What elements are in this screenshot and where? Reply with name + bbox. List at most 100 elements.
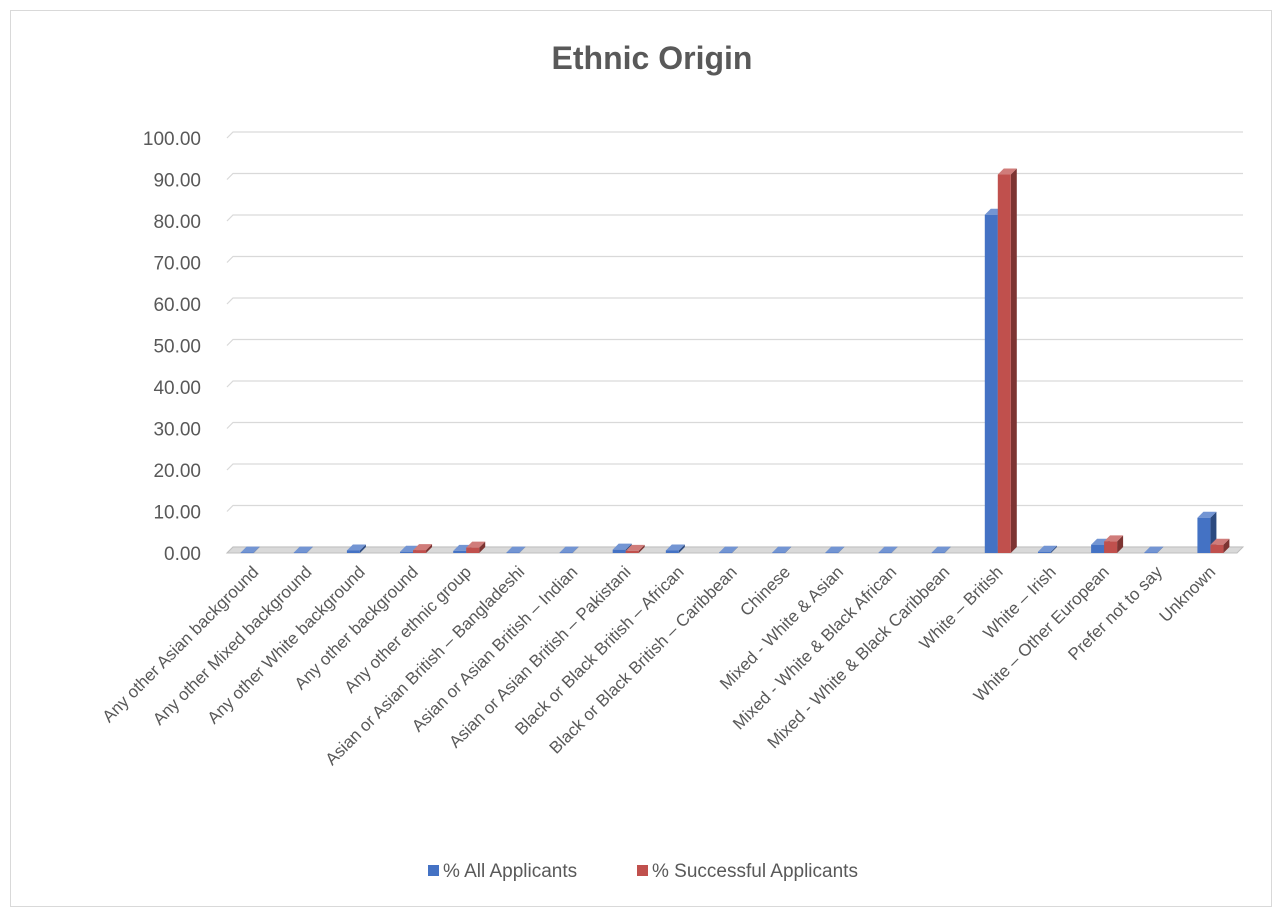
bar-front <box>453 550 467 553</box>
bar-front <box>400 551 414 553</box>
bar-side <box>1050 545 1057 553</box>
gridline <box>226 338 1243 346</box>
gridline <box>226 504 1243 512</box>
bar-side <box>479 541 486 553</box>
gridline <box>226 172 1243 180</box>
bar-all <box>293 546 313 554</box>
bar-top <box>1210 538 1230 545</box>
y-tick-label: 80.00 <box>153 212 201 233</box>
bar-front <box>346 550 360 553</box>
legend: % All Applicants % Successful Applicants <box>428 861 858 882</box>
bar-all <box>1144 546 1164 554</box>
bar-front <box>1144 552 1158 554</box>
y-tick-label: 60.00 <box>153 295 201 316</box>
bar-front <box>1104 541 1118 553</box>
chart-title: Ethnic Origin <box>552 40 753 76</box>
bar-side <box>426 544 433 553</box>
y-tick-label: 30.00 <box>153 420 201 441</box>
bar-top <box>240 546 260 553</box>
chart-svg: Ethnic Origin 0.00 10.00 20.00 30.00 40.00 50… <box>99 40 1245 882</box>
bar-successful <box>466 541 486 553</box>
legend-swatch <box>428 865 439 876</box>
bar-side <box>785 546 792 553</box>
legend-swatch <box>637 865 648 876</box>
gridline <box>226 255 1243 263</box>
bar-front <box>466 547 480 553</box>
bar-top <box>719 546 738 553</box>
bar-side <box>638 544 645 553</box>
bar-top <box>878 546 898 553</box>
bar-all <box>825 546 845 554</box>
gridline <box>226 131 1243 139</box>
bar-side <box>306 546 313 553</box>
gridline <box>226 463 1243 471</box>
legend-label: % All Applicants <box>443 861 577 882</box>
bar-top <box>559 546 579 553</box>
gridline <box>226 421 1243 429</box>
bar-front <box>625 550 639 553</box>
bar-front <box>1197 517 1211 553</box>
gridline <box>226 214 1243 222</box>
bar-top <box>997 168 1017 175</box>
bar-front <box>559 552 573 554</box>
bar-top <box>506 546 526 553</box>
x-category-label: Prefer not to say <box>1064 562 1166 664</box>
y-axis-ticks: 0.00 10.00 20.00 30.00 40.00 50.00 60.00 70.00 8… <box>143 129 201 565</box>
bar-successful <box>413 544 433 553</box>
bar-all <box>772 546 792 554</box>
bar-side <box>732 546 738 553</box>
bar-all <box>878 546 898 554</box>
y-tick-label: 40.00 <box>153 378 201 399</box>
bar-top <box>1037 545 1057 552</box>
bar-side <box>1223 538 1230 553</box>
bar-top <box>772 546 792 553</box>
bar-top <box>612 543 632 550</box>
bar-front <box>878 552 892 554</box>
bar-top <box>466 541 486 548</box>
bar-successful <box>997 168 1017 553</box>
bar-front <box>1091 544 1105 553</box>
bar-all <box>1037 545 1057 553</box>
bar-front <box>1037 551 1051 553</box>
bar-front <box>612 549 626 553</box>
bar-successful <box>1210 538 1230 553</box>
bar-all <box>506 546 526 554</box>
bar-side <box>944 546 951 553</box>
gridlines <box>226 131 1243 554</box>
bar-front <box>413 550 427 553</box>
bar-all <box>346 544 366 553</box>
bar-top <box>1144 546 1164 553</box>
bars <box>240 168 1230 554</box>
bar-all <box>665 544 685 553</box>
bar-front <box>665 550 679 553</box>
bar-side <box>519 546 526 553</box>
bar-side <box>838 546 845 553</box>
y-tick-label: 70.00 <box>153 254 201 275</box>
x-category-label: Asian or Asian British – Bangladeshi <box>322 562 529 769</box>
bar-front <box>931 552 945 554</box>
bar-side <box>891 546 898 553</box>
y-tick-label: 0.00 <box>164 544 201 565</box>
bar-front <box>984 214 998 553</box>
bar-side <box>1117 535 1124 553</box>
x-category-label: Black or Black British – Caribbean <box>546 562 741 757</box>
y-tick-label: 50.00 <box>153 337 201 358</box>
bar-front <box>997 174 1011 553</box>
bar-front <box>825 552 839 554</box>
bar-side <box>359 544 366 553</box>
legend-label: % Successful Applicants <box>652 861 858 882</box>
bar-side <box>572 546 579 553</box>
y-tick-label: 20.00 <box>153 461 201 482</box>
bar-side <box>1157 546 1164 553</box>
bar-all <box>719 546 738 554</box>
bar-top <box>625 544 645 551</box>
bar-all <box>559 546 579 554</box>
bar-front <box>719 552 732 554</box>
bar-front <box>240 552 254 554</box>
y-tick-label: 90.00 <box>153 171 201 192</box>
bar-front <box>293 552 307 554</box>
bar-side <box>253 546 260 553</box>
y-tick-label: 100.00 <box>143 129 201 150</box>
bar-side <box>678 544 685 553</box>
